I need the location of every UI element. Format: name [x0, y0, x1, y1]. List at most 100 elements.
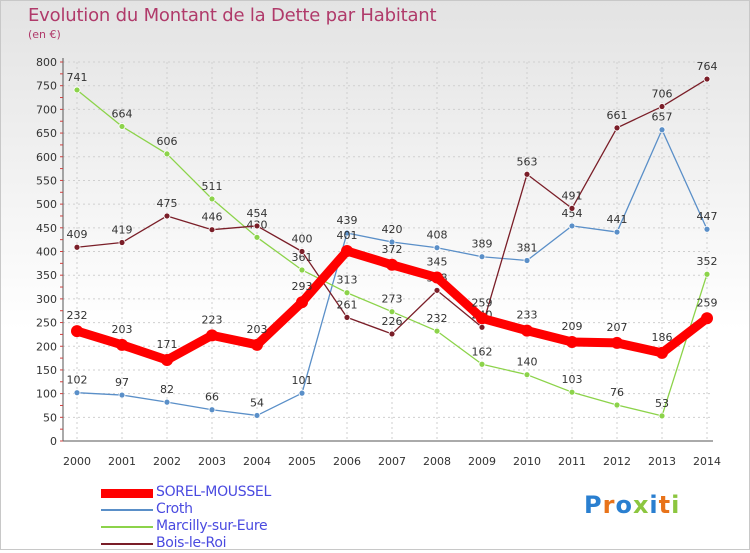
- chart-unit-label: (en €): [28, 28, 61, 41]
- data-label: 454: [247, 207, 268, 220]
- y-tick-label: 800: [36, 56, 57, 69]
- data-label: 447: [697, 210, 718, 223]
- data-label: 223: [202, 313, 223, 326]
- x-tick-label: 2001: [108, 455, 136, 468]
- y-tick-label: 450: [36, 222, 57, 235]
- data-label: 259: [472, 296, 493, 309]
- y-tick-label: 400: [36, 246, 57, 259]
- data-label: 233: [517, 309, 538, 322]
- data-label: 764: [697, 60, 718, 73]
- data-point: [433, 327, 441, 335]
- data-label: 408: [427, 229, 448, 242]
- data-point: [658, 126, 666, 134]
- y-tick-label: 500: [36, 198, 57, 211]
- data-label: 661: [607, 109, 628, 122]
- x-tick-label: 2002: [153, 455, 181, 468]
- logo-letter: o: [615, 491, 633, 519]
- data-point: [208, 195, 216, 203]
- data-point: [658, 103, 666, 110]
- data-point: [71, 325, 83, 338]
- data-point: [73, 86, 81, 94]
- x-tick-label: 2006: [333, 455, 361, 468]
- data-point: [208, 406, 216, 414]
- data-label: 389: [472, 238, 493, 251]
- data-label: 186: [652, 331, 673, 344]
- data-label: 261: [337, 298, 358, 311]
- x-tick-label: 2010: [513, 455, 541, 468]
- logo-letter: P: [584, 491, 603, 519]
- data-label: 203: [247, 323, 268, 336]
- data-point: [253, 412, 261, 419]
- data-point: [521, 324, 533, 337]
- y-tick-label: 650: [36, 127, 57, 140]
- data-point: [73, 243, 81, 251]
- logo-letter: i: [649, 491, 659, 519]
- y-tick-label: 150: [36, 364, 57, 377]
- x-tick-label: 2013: [648, 455, 676, 468]
- data-label: 232: [427, 312, 448, 325]
- data-label: 171: [157, 338, 178, 351]
- y-tick-label: 750: [36, 80, 57, 93]
- data-point: [433, 244, 441, 252]
- data-point: [613, 401, 621, 409]
- data-label: 439: [337, 214, 358, 227]
- data-label: 657: [652, 111, 673, 124]
- data-point: [343, 289, 351, 297]
- data-point: [568, 222, 576, 230]
- data-label: 491: [562, 189, 583, 202]
- data-label: 53: [655, 397, 669, 410]
- data-label: 259: [697, 296, 718, 309]
- data-point: [388, 238, 396, 246]
- data-point: [611, 336, 623, 349]
- data-point: [253, 233, 261, 241]
- data-point: [251, 338, 263, 351]
- data-point: [703, 270, 711, 278]
- data-label: 372: [382, 243, 403, 256]
- chart-title: Evolution du Montant de la Dette par Hab…: [28, 5, 437, 26]
- logo-letter: i: [671, 491, 681, 519]
- data-label: 345: [427, 256, 448, 269]
- data-point: [208, 226, 216, 234]
- logo-letter: t: [658, 491, 672, 519]
- data-point: [296, 296, 308, 309]
- data-point: [613, 124, 621, 132]
- y-tick-label: 50: [43, 411, 57, 424]
- data-point: [163, 150, 171, 158]
- data-label: 454: [562, 207, 583, 220]
- data-point: [523, 371, 531, 379]
- data-label: 226: [382, 315, 403, 328]
- data-label: 400: [292, 233, 313, 246]
- data-label: 419: [112, 223, 133, 236]
- data-point: [118, 123, 126, 130]
- data-point: [523, 170, 531, 178]
- data-point: [298, 266, 306, 274]
- data-point: [161, 353, 173, 366]
- data-label: 741: [67, 71, 88, 84]
- data-point: [478, 360, 486, 368]
- data-label: 420: [382, 223, 403, 236]
- legend-label: Bois-le-Roi: [156, 535, 227, 551]
- x-tick-label: 2003: [198, 455, 226, 468]
- data-label: 102: [67, 374, 88, 387]
- data-point: [656, 346, 668, 359]
- data-point: [476, 312, 488, 325]
- data-label: 401: [337, 229, 358, 242]
- data-point: [73, 389, 81, 397]
- data-point: [703, 225, 711, 233]
- proxiti-logo: Proxiti: [584, 491, 680, 519]
- legend-swatch: [101, 526, 153, 528]
- data-point: [343, 229, 351, 237]
- data-label: 140: [517, 356, 538, 369]
- data-point: [116, 338, 128, 351]
- data-label: 511: [202, 180, 223, 193]
- data-label: 606: [157, 135, 178, 148]
- data-point: [163, 398, 171, 406]
- data-label: 103: [562, 373, 583, 386]
- data-label: 207: [607, 321, 628, 334]
- data-point: [433, 286, 441, 294]
- logo-letter: r: [602, 491, 616, 519]
- y-tick-label: 300: [36, 293, 57, 306]
- y-tick-label: 250: [36, 317, 57, 330]
